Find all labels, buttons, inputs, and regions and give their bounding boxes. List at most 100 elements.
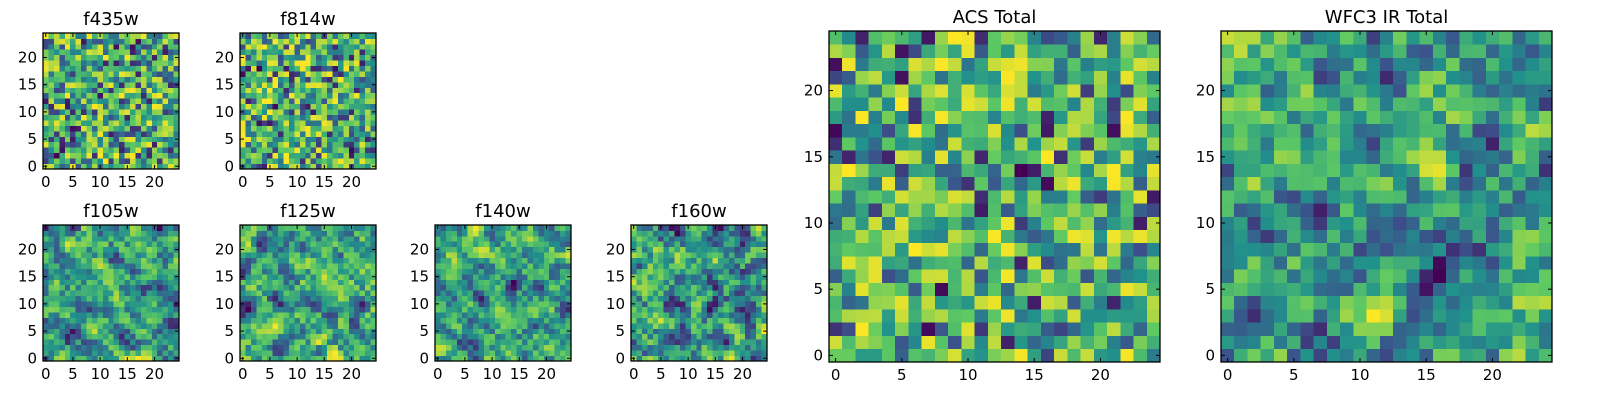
- heatmap-cell: [565, 235, 572, 242]
- heatmap-cell: [75, 322, 82, 329]
- heatmap-cell: [456, 350, 463, 356]
- heatmap-cell: [701, 312, 708, 318]
- heatmap-cell: [696, 263, 703, 269]
- heatmap-cell: [64, 103, 71, 110]
- heatmap-cell: [240, 333, 246, 340]
- heatmap-cell: [868, 282, 883, 297]
- heatmap-cell: [1512, 216, 1526, 230]
- heatmap-cell: [288, 163, 295, 170]
- heatmap-cell: [690, 257, 697, 264]
- heatmap-cell: [48, 141, 55, 148]
- heatmap-cell: [140, 301, 147, 307]
- heatmap-cell: [658, 235, 665, 242]
- heatmap-cell: [685, 322, 692, 329]
- heatmap-cell: [130, 263, 136, 269]
- heatmap-cell: [283, 65, 290, 72]
- heatmap-cell: [86, 252, 93, 259]
- heatmap-cell: [685, 257, 692, 264]
- heatmap-cell: [240, 263, 246, 269]
- heatmap-cell: [64, 120, 71, 126]
- heatmap-cell: [53, 290, 60, 297]
- heatmap-cell: [560, 322, 566, 329]
- heatmap-cell: [1133, 44, 1148, 58]
- heatmap-cell: [140, 71, 147, 77]
- heatmap-cell: [842, 309, 856, 323]
- heatmap-cell: [168, 225, 174, 231]
- heatmap-cell: [948, 83, 962, 98]
- heatmap-cell: [1120, 269, 1134, 283]
- heatmap-cell: [64, 350, 71, 356]
- heatmap-cell: [59, 322, 66, 329]
- heatmap-cell: [113, 114, 120, 121]
- heatmap-cell: [462, 252, 469, 259]
- heatmap-cell: [135, 81, 142, 88]
- heatmap-cell: [948, 31, 962, 45]
- heatmap-cell: [53, 350, 60, 356]
- heatmap-cell: [81, 103, 87, 110]
- heatmap-cell: [272, 130, 279, 137]
- heatmap-cell: [718, 295, 724, 302]
- heatmap-cell: [532, 246, 539, 253]
- heatmap-cell: [53, 152, 60, 159]
- heatmap-cell: [842, 189, 856, 204]
- heatmap-cell: [1353, 335, 1368, 350]
- heatmap-cell: [842, 136, 856, 151]
- heatmap-cell: [478, 333, 485, 340]
- heatmap-cell: [1093, 256, 1108, 270]
- heatmap-cell: [327, 263, 333, 269]
- heatmap-cell: [299, 125, 306, 132]
- heatmap-cell: [343, 312, 350, 318]
- heatmap-cell: [756, 225, 762, 231]
- heatmap-cell: [1525, 269, 1540, 283]
- heatmap-cell: [119, 71, 125, 77]
- heatmap-cell: [354, 306, 361, 313]
- heatmap-cell: [718, 301, 724, 307]
- heatmap-cell: [75, 92, 82, 99]
- heatmap-cell: [256, 114, 263, 121]
- heatmap-cell: [842, 282, 856, 297]
- heatmap-cell: [267, 235, 274, 242]
- heatmap-cell: [91, 87, 98, 94]
- heatmap-cell: [64, 158, 71, 164]
- heatmap-cell: [489, 322, 496, 329]
- heatmap-cell: [467, 235, 474, 242]
- heatmap-cell: [669, 273, 675, 280]
- heatmap-cell: [316, 38, 322, 45]
- heatmap-cell: [256, 163, 263, 170]
- heatmap-cell: [48, 279, 55, 286]
- heatmap-cell: [288, 147, 295, 154]
- heatmap-cell: [97, 306, 104, 313]
- heatmap-cell: [908, 123, 923, 138]
- heatmap-cell: [505, 230, 512, 237]
- heatmap-cell: [370, 312, 377, 318]
- heatmap-cell: [267, 339, 274, 346]
- heatmap-cell: [130, 109, 136, 115]
- heatmap-cell: [305, 344, 312, 351]
- heatmap-cell: [516, 284, 523, 291]
- heatmap-cell: [146, 235, 153, 242]
- heatmap-cell: [48, 284, 55, 291]
- heatmap-cell: [113, 147, 120, 154]
- heatmap-cell: [451, 295, 458, 302]
- heatmap-cell: [299, 333, 306, 340]
- heatmap-cell: [316, 230, 322, 237]
- heatmap-cell: [348, 273, 355, 280]
- heatmap-cell: [332, 241, 339, 248]
- heatmap-cell: [124, 328, 131, 335]
- heatmap-cell: [505, 333, 512, 340]
- heatmap-cell: [723, 246, 730, 253]
- heatmap-cell: [310, 147, 317, 154]
- heatmap-cell: [130, 125, 136, 132]
- heatmap-cell: [1040, 322, 1055, 336]
- heatmap-cell: [140, 273, 147, 280]
- heatmap-cell: [1107, 229, 1121, 244]
- heatmap-cell: [146, 246, 153, 253]
- heatmap-cell: [278, 33, 284, 39]
- heatmap-cell: [538, 273, 545, 280]
- heatmap-cell: [1001, 136, 1015, 151]
- heatmap-cell: [146, 103, 153, 110]
- heatmap-cell: [168, 339, 174, 346]
- heatmap-cell: [636, 333, 643, 340]
- heatmap-cell: [728, 312, 735, 318]
- heatmap-cell: [1221, 309, 1235, 323]
